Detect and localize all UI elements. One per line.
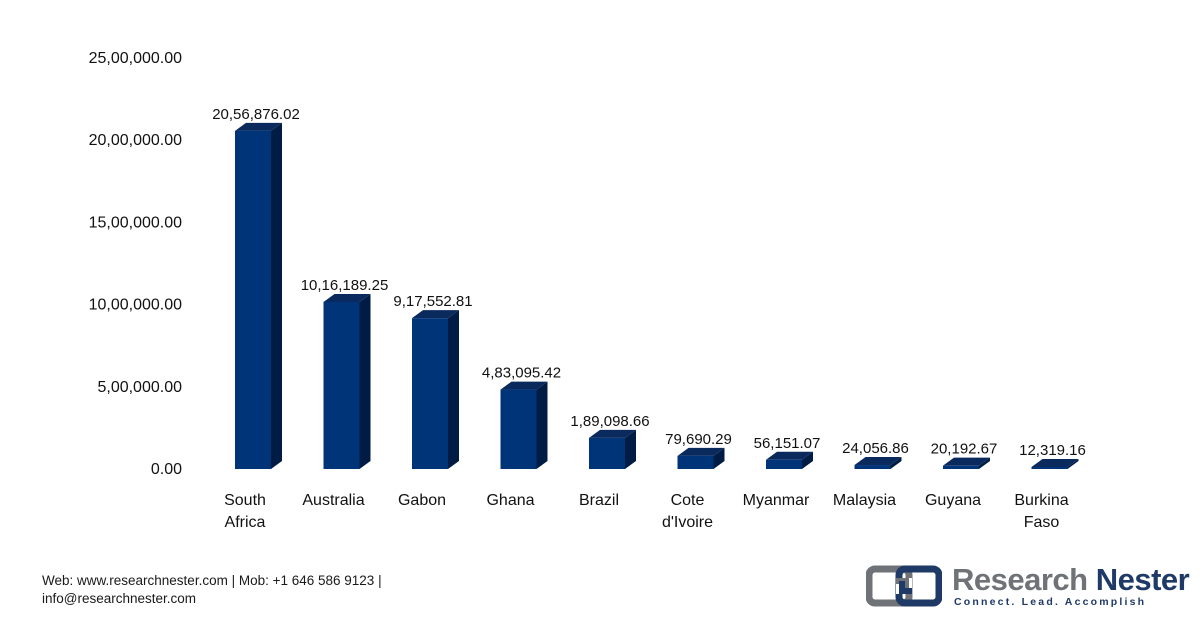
bar-front xyxy=(854,465,891,469)
bar-front xyxy=(323,301,360,469)
bar-side xyxy=(713,447,725,469)
bars: 20,56,876.02 10,16,189.259,17,552.81 4,83,… xyxy=(212,106,1086,469)
bar xyxy=(1031,458,1079,469)
bar-top xyxy=(323,293,371,302)
bar xyxy=(500,381,548,469)
bar-top xyxy=(854,457,902,466)
bar xyxy=(412,310,459,469)
data-label: 79,690.29 xyxy=(665,431,732,448)
bar-top xyxy=(235,122,282,131)
brand-word-2: Nester xyxy=(1095,562,1190,597)
x-axis: South Africa Australia Gabon Ghana Brazil Cote… xyxy=(224,492,1069,531)
bar xyxy=(766,451,813,469)
bar xyxy=(235,122,282,469)
data-label: 24,056.86 xyxy=(842,440,909,457)
x-tick-label: Brazil xyxy=(579,492,619,509)
x-tick-label: Ghana xyxy=(486,492,534,509)
bar xyxy=(323,293,371,469)
bar-front xyxy=(235,130,271,469)
bar-top xyxy=(412,310,459,319)
bar-top xyxy=(766,451,813,460)
y-tick-label: 25,00,000.00 xyxy=(89,50,183,67)
y-tick-label: 20,00,000.00 xyxy=(89,132,183,149)
x-tick-label: Australia xyxy=(302,492,364,509)
bar-side xyxy=(271,122,282,469)
bar-side xyxy=(1067,458,1079,469)
footer-line-1: Web: www.researchnester.com | Mob: +1 64… xyxy=(42,573,382,588)
bar-top xyxy=(1031,458,1079,467)
y-tick-label: 5,00,000.00 xyxy=(97,379,182,396)
bar-front xyxy=(943,465,979,469)
x-tick-label: Guyana xyxy=(925,492,981,509)
x-tick-label: Malaysia xyxy=(833,492,896,509)
x-tick-label: Myanmar xyxy=(743,492,810,509)
data-label: 9,17,552.81 xyxy=(393,293,472,310)
x-tick-label: Gabon xyxy=(398,492,446,509)
data-label: 1,89,098.66 xyxy=(570,413,649,430)
x-tick-label: South Africa xyxy=(224,492,266,531)
data-label: 10,16,189.25 xyxy=(301,277,389,294)
y-axis: 0.00 5,00,000.00 10,00,000.00 15,00,000.00 2… xyxy=(89,50,183,478)
bar xyxy=(943,457,990,469)
bar-front xyxy=(1031,466,1068,469)
bar-side xyxy=(979,457,990,469)
footer-contact: Web: www.researchnester.com | Mob: +1 64… xyxy=(42,572,602,608)
data-label: 56,151.07 xyxy=(754,435,821,452)
data-label: 20,56,876.02 xyxy=(212,106,300,123)
y-tick-label: 0.00 xyxy=(151,461,182,478)
y-tick-label: 15,00,000.00 xyxy=(89,214,183,231)
bar-top xyxy=(677,447,725,456)
bar xyxy=(589,429,636,469)
data-label: 4,83,095.42 xyxy=(482,365,561,382)
bar-top xyxy=(943,457,990,466)
bar-top xyxy=(500,381,548,390)
bar-side xyxy=(802,451,813,469)
brand-name: Research Nester xyxy=(952,562,1190,598)
bar xyxy=(854,457,902,469)
data-label: 20,192.67 xyxy=(931,441,998,458)
bar-front xyxy=(589,437,625,469)
bar-side xyxy=(890,457,902,469)
x-tick-label: Burkina Faso xyxy=(1014,492,1068,531)
bar-front xyxy=(766,459,802,469)
y-tick-label: 10,00,000.00 xyxy=(89,297,183,314)
brand-logo-block: Research Nester Connect. Lead. Accomplis… xyxy=(866,562,1190,612)
bar-side xyxy=(536,381,548,469)
bar-side xyxy=(625,429,636,469)
x-tick-label: Cote d'Ivoire xyxy=(662,492,713,531)
bar-front xyxy=(412,318,448,469)
bar-front xyxy=(677,455,714,469)
brand-tagline: Connect. Lead. Accomplish xyxy=(954,596,1147,608)
bar-chart: 0.00 5,00,000.00 10,00,000.00 15,00,000.00 2… xyxy=(89,50,1086,531)
linked-squares-icon xyxy=(866,565,942,607)
bar-top xyxy=(589,429,636,438)
bar xyxy=(677,447,725,469)
bar-side xyxy=(448,310,459,469)
data-label: 12,319.16 xyxy=(1019,442,1086,459)
footer-line-2: info@researchnester.com xyxy=(42,591,197,606)
bar-side xyxy=(359,293,371,469)
bar-front xyxy=(500,389,537,469)
brand-word-1: Research xyxy=(952,562,1088,597)
